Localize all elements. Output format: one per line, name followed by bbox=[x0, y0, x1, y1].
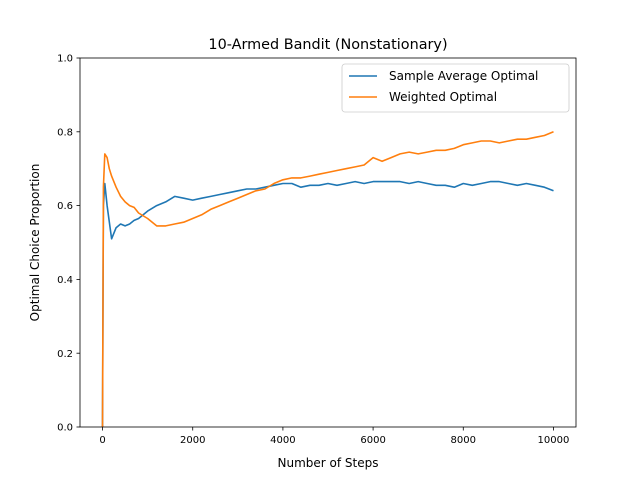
x-tick-label: 6000 bbox=[360, 435, 385, 446]
x-tick-label: 4000 bbox=[270, 435, 295, 446]
series-line-2 bbox=[101, 131, 554, 428]
y-tick-label: 0.8 bbox=[57, 127, 73, 138]
legend-label-2: Weighted Optimal bbox=[389, 90, 497, 104]
y-axis-label: Optimal Choice Proportion bbox=[28, 164, 42, 322]
x-axis-label: Number of Steps bbox=[278, 456, 379, 470]
x-tick-label: 8000 bbox=[451, 435, 476, 446]
legend-box bbox=[341, 63, 570, 113]
y-tick-label: 0.4 bbox=[57, 275, 73, 286]
axis-frame bbox=[79, 57, 577, 428]
chart-title: 10-Armed Bandit (Nonstationary) bbox=[208, 37, 447, 53]
y-tick-label: 1.0 bbox=[57, 54, 73, 65]
legend-label-1: Sample Average Optimal bbox=[389, 69, 538, 83]
y-axis: 0.0 0.2 0.4 0.6 0.8 1.0 bbox=[57, 54, 80, 434]
x-tick-label: 0 bbox=[99, 435, 105, 446]
plot-frame bbox=[79, 57, 577, 428]
y-tick-label: 0.6 bbox=[57, 201, 73, 212]
x-axis: 0 2000 4000 6000 8000 10000 bbox=[99, 427, 569, 446]
series-line-1 bbox=[101, 180, 554, 428]
y-tick-label: 0.2 bbox=[57, 349, 73, 360]
x-tick-label: 2000 bbox=[180, 435, 205, 446]
y-tick-label: 0.0 bbox=[57, 423, 73, 434]
legend: Sample Average Optimal Weighted Optimal bbox=[341, 63, 570, 113]
plot-lines bbox=[101, 131, 554, 428]
x-tick-label: 10000 bbox=[538, 435, 570, 446]
